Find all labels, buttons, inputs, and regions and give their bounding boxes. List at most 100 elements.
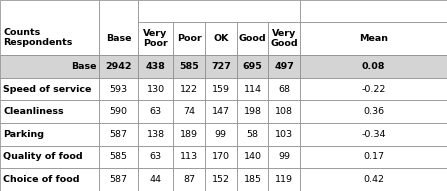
Bar (300, 0, 447, 22)
Bar (237, 168, 268, 191)
Text: 103: 103 (275, 130, 293, 139)
Bar (268, 22, 300, 55)
Bar (173, 146, 205, 168)
Bar (173, 168, 205, 191)
Bar (0, 0, 99, 55)
Bar (99, 168, 138, 191)
Bar (138, 0, 300, 22)
Bar (300, 78, 447, 100)
Text: 138: 138 (147, 130, 164, 139)
Bar (99, 0, 138, 55)
Text: Counts
Respondents: Counts Respondents (4, 28, 73, 47)
Text: 438: 438 (146, 62, 165, 71)
Text: 68: 68 (278, 85, 290, 94)
Text: 140: 140 (244, 152, 261, 161)
Bar (99, 100, 138, 123)
Text: 2942: 2942 (105, 62, 132, 71)
Bar (138, 55, 173, 78)
Text: 87: 87 (183, 175, 195, 184)
Bar (268, 123, 300, 146)
Text: 99: 99 (215, 130, 227, 139)
Text: 0.36: 0.36 (363, 107, 384, 116)
Text: 114: 114 (244, 85, 261, 94)
Bar (268, 55, 300, 78)
Text: Cleanliness: Cleanliness (3, 107, 64, 116)
Bar (0, 55, 99, 78)
Text: 108: 108 (275, 107, 293, 116)
Text: 44: 44 (150, 175, 161, 184)
Text: Parking: Parking (3, 130, 44, 139)
Bar (300, 100, 447, 123)
Text: 113: 113 (180, 152, 198, 161)
Bar (237, 123, 268, 146)
Text: 593: 593 (110, 85, 127, 94)
Bar (99, 78, 138, 100)
Bar (268, 168, 300, 191)
Text: 590: 590 (110, 107, 127, 116)
Text: Base: Base (105, 34, 131, 43)
Bar (138, 22, 173, 55)
Bar (99, 146, 138, 168)
Text: Very
Good: Very Good (270, 29, 298, 48)
Text: 0.42: 0.42 (363, 175, 384, 184)
Text: 185: 185 (244, 175, 261, 184)
Text: 58: 58 (247, 130, 258, 139)
Bar (205, 55, 237, 78)
Bar (300, 55, 447, 78)
Text: Mean: Mean (359, 34, 388, 43)
Bar (99, 123, 138, 146)
Bar (205, 78, 237, 100)
Text: 170: 170 (212, 152, 230, 161)
Bar (173, 55, 205, 78)
Text: -0.34: -0.34 (362, 130, 386, 139)
Text: 585: 585 (110, 152, 127, 161)
Bar (268, 146, 300, 168)
Text: 122: 122 (180, 85, 198, 94)
Bar (173, 78, 205, 100)
Text: 130: 130 (147, 85, 164, 94)
Bar (205, 100, 237, 123)
Bar (138, 123, 173, 146)
Text: Good: Good (239, 34, 266, 43)
Bar (268, 78, 300, 100)
Bar (237, 55, 268, 78)
Text: 63: 63 (149, 152, 162, 161)
Bar (205, 22, 237, 55)
Bar (237, 146, 268, 168)
Text: 695: 695 (243, 62, 262, 71)
Bar (173, 22, 205, 55)
Bar (99, 55, 138, 78)
Bar (237, 22, 268, 55)
Text: Base: Base (71, 62, 97, 71)
Text: Choice of food: Choice of food (3, 175, 80, 184)
Bar (205, 123, 237, 146)
Bar (0, 78, 99, 100)
Bar (300, 22, 447, 55)
Text: 74: 74 (183, 107, 195, 116)
Bar (300, 123, 447, 146)
Bar (0, 168, 99, 191)
Bar (205, 168, 237, 191)
Text: Very
Poor: Very Poor (143, 29, 168, 48)
Bar (0, 123, 99, 146)
Text: Poor: Poor (177, 34, 202, 43)
Text: Speed of service: Speed of service (3, 85, 92, 94)
Bar (138, 146, 173, 168)
Bar (237, 100, 268, 123)
Bar (300, 168, 447, 191)
Text: 587: 587 (110, 175, 127, 184)
Text: 585: 585 (179, 62, 199, 71)
Bar (0, 100, 99, 123)
Bar (237, 78, 268, 100)
Bar (138, 168, 173, 191)
Text: 727: 727 (211, 62, 231, 71)
Text: 63: 63 (149, 107, 162, 116)
Text: 497: 497 (274, 62, 294, 71)
Text: 587: 587 (110, 130, 127, 139)
Bar (300, 146, 447, 168)
Text: 119: 119 (275, 175, 293, 184)
Text: 189: 189 (180, 130, 198, 139)
Bar (268, 100, 300, 123)
Text: -0.22: -0.22 (362, 85, 386, 94)
Bar (0, 146, 99, 168)
